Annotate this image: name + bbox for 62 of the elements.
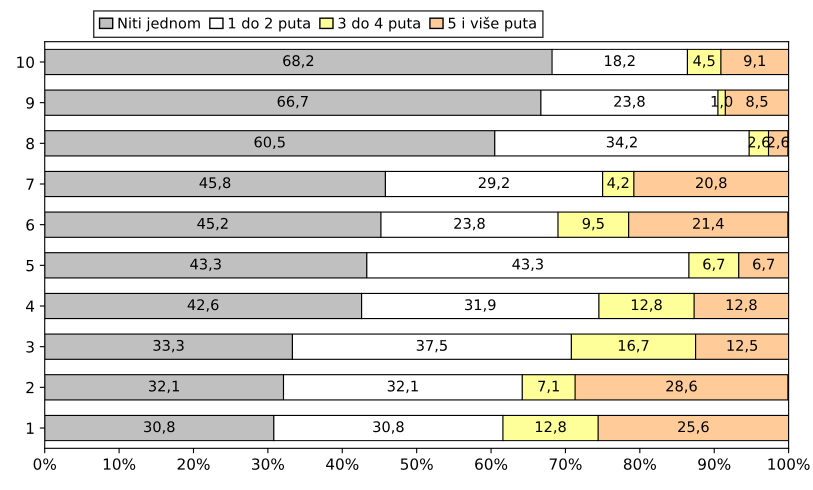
data-label: 30,8 [144, 421, 175, 434]
x-tick-label: 90% [698, 458, 730, 470]
data-label: 8,5 [746, 96, 768, 108]
data-label: 12,5 [727, 340, 758, 352]
x-tick-label: 10% [104, 458, 136, 470]
data-label: 60,5 [254, 136, 285, 150]
x-tick-label: 60% [475, 458, 508, 470]
x-tick-label: 70% [550, 458, 582, 470]
legend-label: 1 do 2 puta [228, 17, 310, 32]
data-label: 9,1 [744, 55, 766, 68]
data-label: 21,4 [693, 218, 724, 230]
data-label: 12,8 [726, 299, 757, 312]
data-label: 43,3 [190, 258, 221, 272]
y-tick-label: 2 [26, 382, 34, 394]
y-tick-label: 1 [26, 422, 34, 434]
data-label: 4,5 [693, 55, 714, 68]
y-tick-label: 6 [26, 219, 34, 231]
data-label: 43,3 [512, 258, 543, 272]
legend-label: 5 i više puta [448, 16, 536, 32]
data-label: 68,2 [283, 55, 314, 68]
data-label: 34,2 [606, 136, 637, 150]
x-tick-label: 30% [252, 458, 284, 470]
x-tick-label: 80% [624, 458, 656, 470]
x-tick-label: 100% [768, 458, 810, 470]
data-label: 37,5 [416, 340, 447, 352]
data-label: 66,7 [278, 96, 308, 108]
data-label: 42,6 [188, 299, 218, 312]
data-label: 31,9 [465, 299, 496, 312]
y-tick-label: 4 [26, 300, 34, 312]
data-label: 28,6 [666, 380, 697, 394]
data-label: 30,8 [373, 421, 404, 434]
data-label: 18,2 [605, 55, 635, 68]
data-label: 20,8 [696, 177, 726, 190]
data-label: 16,7 [618, 340, 648, 352]
x-tick-label: 50% [400, 458, 433, 470]
data-label: 23,8 [614, 96, 645, 108]
data-label: 32,1 [388, 380, 418, 394]
data-label: 45,2 [197, 218, 228, 230]
data-label: 9,5 [582, 218, 604, 230]
y-tick-label: 8 [26, 138, 34, 150]
data-label: 45,8 [200, 177, 230, 190]
x-tick-label: 40% [326, 458, 358, 470]
data-label: 7,1 [538, 380, 559, 394]
legend-label: 3 do 4 puta [338, 17, 420, 32]
data-label: 6,7 [703, 258, 724, 272]
data-label: 33,3 [153, 340, 184, 352]
y-tick-label: 7 [26, 178, 34, 190]
data-label: 6,7 [753, 258, 774, 272]
y-tick-label: 3 [26, 341, 34, 353]
legend-label: Niti jednom [118, 17, 200, 32]
x-tick-label: 20% [178, 458, 210, 470]
y-tick-label: 9 [26, 97, 34, 109]
data-label: 32,1 [148, 380, 179, 394]
data-label: 29,2 [478, 177, 509, 190]
y-tick-label: 5 [26, 260, 34, 272]
data-label: 4,2 [607, 177, 628, 190]
y-tick-label: 10 [17, 56, 34, 68]
data-label: 23,8 [454, 218, 485, 230]
x-tick-label: 0% [34, 458, 56, 470]
data-label: 12,8 [632, 299, 662, 312]
data-label: 12,8 [536, 421, 566, 434]
data-label: 25,6 [678, 421, 709, 434]
